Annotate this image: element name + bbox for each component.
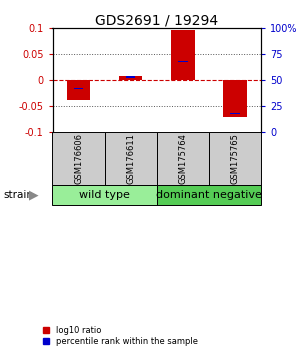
Text: strain: strain <box>3 190 33 200</box>
Bar <box>209 132 261 184</box>
Text: dominant negative: dominant negative <box>156 190 262 200</box>
Bar <box>157 184 261 205</box>
Bar <box>119 76 142 80</box>
Bar <box>126 76 135 78</box>
Bar <box>171 30 194 80</box>
Title: GDS2691 / 19294: GDS2691 / 19294 <box>95 13 218 27</box>
Bar <box>223 80 247 118</box>
Text: GSM176606: GSM176606 <box>74 133 83 184</box>
Bar <box>105 132 157 184</box>
Bar <box>52 132 105 184</box>
Bar <box>157 132 209 184</box>
Text: GSM175765: GSM175765 <box>230 133 239 184</box>
Bar <box>52 184 157 205</box>
Legend: log10 ratio, percentile rank within the sample: log10 ratio, percentile rank within the … <box>43 326 198 346</box>
Text: GSM175764: GSM175764 <box>178 133 187 184</box>
Text: wild type: wild type <box>79 190 130 200</box>
Bar <box>230 113 240 114</box>
Bar <box>67 80 90 100</box>
Bar <box>74 88 83 89</box>
Text: ▶: ▶ <box>29 188 39 201</box>
Bar <box>178 61 188 62</box>
Text: GSM176611: GSM176611 <box>126 133 135 184</box>
